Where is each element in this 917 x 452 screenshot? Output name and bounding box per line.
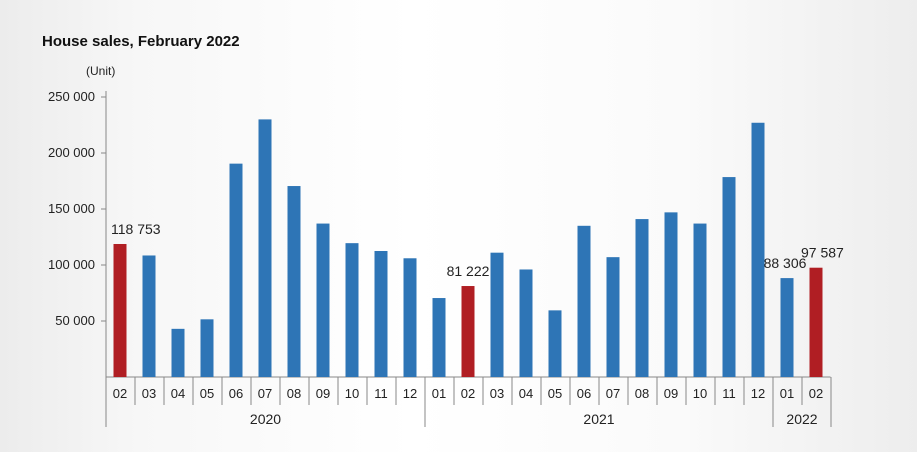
- x-tick-label: 11: [374, 386, 388, 401]
- x-tick-label: 10: [693, 386, 707, 401]
- bar: [403, 258, 417, 377]
- y-tick-label: 250 000: [48, 89, 95, 104]
- y-tick-label: 200 000: [48, 145, 95, 160]
- year-label: 2022: [786, 411, 817, 427]
- x-tick-label: 06: [577, 386, 591, 401]
- x-tick-label: 02: [113, 386, 127, 401]
- x-tick-label: 04: [519, 386, 533, 401]
- bar: [316, 223, 330, 377]
- x-tick-label: 04: [171, 386, 185, 401]
- bar: [809, 267, 823, 377]
- x-tick-label: 07: [606, 386, 620, 401]
- y-tick-label: 100 000: [48, 257, 95, 272]
- bar: [171, 328, 185, 377]
- bar: [287, 186, 301, 377]
- x-tick-label: 03: [142, 386, 156, 401]
- bar: [432, 298, 446, 377]
- bar: [606, 257, 620, 377]
- bar: [519, 269, 533, 377]
- bar: [200, 319, 214, 377]
- x-tick-label: 12: [751, 386, 765, 401]
- x-tick-label: 08: [287, 386, 301, 401]
- data-label: 118 753: [111, 221, 161, 237]
- x-tick-label: 02: [461, 386, 475, 401]
- bar: [693, 223, 707, 377]
- bar: [345, 243, 359, 377]
- bar: [577, 225, 591, 377]
- x-tick-label: 06: [229, 386, 243, 401]
- data-label: 88 306: [764, 255, 807, 271]
- x-tick-label: 12: [403, 386, 417, 401]
- y-tick-label: 50 000: [55, 313, 95, 328]
- x-tick-label: 02: [809, 386, 823, 401]
- bar: [258, 119, 272, 378]
- x-tick-label: 08: [635, 386, 649, 401]
- bar: [113, 243, 127, 377]
- x-tick-label: 03: [490, 386, 504, 401]
- bar: [635, 219, 649, 377]
- y-tick-label: 150 000: [48, 201, 95, 216]
- bar: [461, 286, 475, 377]
- bar: [780, 278, 794, 377]
- x-tick-label: 07: [258, 386, 272, 401]
- data-label: 97 587: [801, 245, 844, 261]
- chart-title: House sales, February 2022: [42, 33, 240, 50]
- year-label: 2020: [250, 411, 281, 427]
- x-tick-label: 01: [780, 386, 794, 401]
- x-tick-label: 09: [316, 386, 330, 401]
- bar: [548, 310, 562, 377]
- bar: [142, 255, 156, 377]
- x-tick-label: 10: [345, 386, 359, 401]
- bar: [722, 177, 736, 377]
- x-tick-label: 09: [664, 386, 678, 401]
- x-tick-label: 05: [200, 386, 214, 401]
- bar: [751, 122, 765, 377]
- bar: [490, 252, 504, 377]
- bar: [374, 251, 388, 377]
- y-axis-unit-label: (Unit): [86, 64, 115, 78]
- bar: [664, 212, 678, 377]
- year-label: 2021: [583, 411, 614, 427]
- x-tick-label: 01: [432, 386, 446, 401]
- bar: [229, 163, 243, 377]
- data-label: 81 222: [447, 263, 490, 279]
- x-tick-label: 11: [722, 386, 736, 401]
- x-tick-label: 05: [548, 386, 562, 401]
